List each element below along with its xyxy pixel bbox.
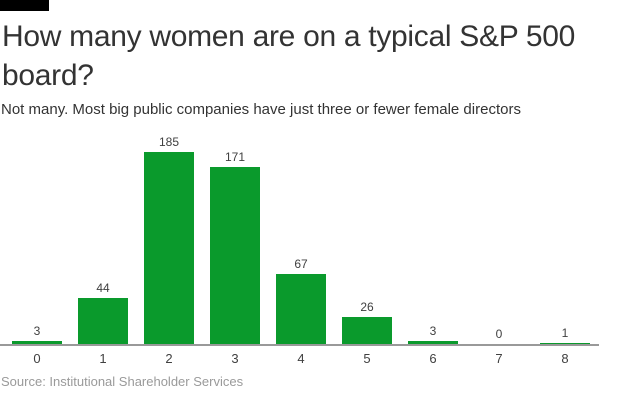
bar <box>12 341 62 344</box>
chart-title: How many women are on a typical S&P 500 … <box>2 20 576 92</box>
x-axis-tick-label: 4 <box>297 351 305 366</box>
bar-value-label: 3 <box>33 324 41 338</box>
bar-column: 185 <box>136 134 202 344</box>
bar-column: 0 <box>466 134 532 344</box>
bar-value-label: 67 <box>294 257 308 271</box>
bar-chart: 3 44 185 171 67 26 3 0 1 <box>0 134 620 344</box>
x-axis-tick-label: 8 <box>561 351 569 366</box>
bar <box>408 341 458 344</box>
brand-tag <box>0 0 49 11</box>
bar-column: 171 <box>202 134 268 344</box>
bar <box>276 274 326 344</box>
bar-value-label: 3 <box>429 324 437 338</box>
x-axis-tick-label: 2 <box>165 351 173 366</box>
bar-column: 44 <box>70 134 136 344</box>
x-axis-tick-label: 1 <box>99 351 107 366</box>
x-axis-tick-label: 0 <box>33 351 41 366</box>
source-attribution: Source: Institutional Shareholder Servic… <box>1 374 244 389</box>
bar-column: 3 <box>400 134 466 344</box>
bar-value-label: 44 <box>96 281 110 295</box>
x-axis-line <box>0 344 599 346</box>
bar-column: 1 <box>532 134 598 344</box>
bar <box>78 298 128 344</box>
bar-value-label: 26 <box>360 300 374 314</box>
bar-value-label: 1 <box>561 326 569 340</box>
x-axis-tick-label: 6 <box>429 351 437 366</box>
x-axis-tick-label: 7 <box>495 351 503 366</box>
bar <box>144 152 194 344</box>
bar-column: 26 <box>334 134 400 344</box>
bar <box>342 317 392 344</box>
bar-value-label: 0 <box>495 327 503 341</box>
bar-columns: 3 44 185 171 67 26 3 0 1 <box>4 134 598 344</box>
bar-column: 67 <box>268 134 334 344</box>
x-axis-tick-label: 3 <box>231 351 239 366</box>
chart-subtitle: Not many. Most big public companies have… <box>1 101 521 118</box>
bar-value-label: 185 <box>158 135 180 149</box>
bar <box>540 343 590 344</box>
bar-value-label: 171 <box>224 150 246 164</box>
bar-column: 3 <box>4 134 70 344</box>
x-axis-tick-labels: 0 1 2 3 4 5 6 7 8 <box>4 351 598 366</box>
bar <box>210 167 260 344</box>
x-axis-tick-label: 5 <box>363 351 371 366</box>
